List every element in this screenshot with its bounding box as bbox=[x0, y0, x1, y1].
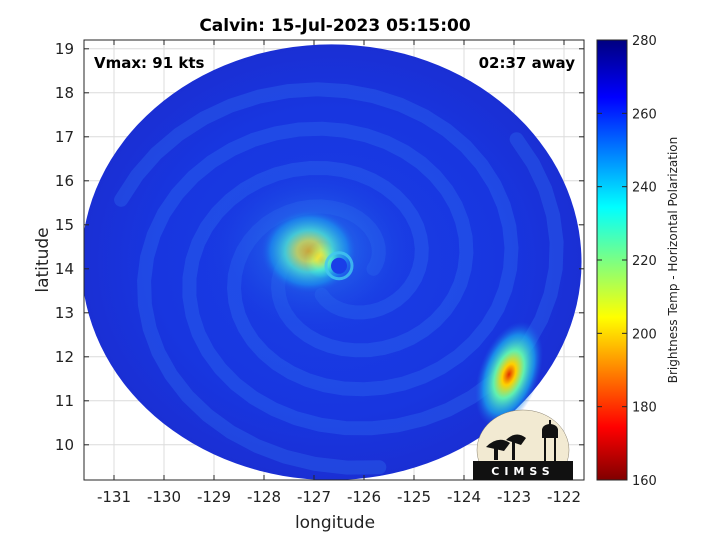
y-tick-label: 19 bbox=[55, 40, 74, 58]
colorbar-tick-label: 180 bbox=[632, 401, 657, 416]
x-tick-label: -127 bbox=[297, 488, 331, 506]
x-tick-label: -122 bbox=[547, 488, 581, 506]
cimss-logo: CIMSS bbox=[473, 409, 573, 480]
colorbar-tick-label: 200 bbox=[632, 327, 657, 342]
vmax-annotation: Vmax: 91 kts bbox=[94, 54, 204, 72]
y-tick-label: 10 bbox=[55, 436, 74, 454]
y-tick-label: 11 bbox=[55, 392, 74, 410]
rainband-region bbox=[475, 321, 543, 428]
x-tick-label: -128 bbox=[247, 488, 281, 506]
x-tick-label: -131 bbox=[97, 488, 131, 506]
x-tick-label: -123 bbox=[497, 488, 531, 506]
colorbar-tick-label: 260 bbox=[632, 107, 657, 122]
x-tick-label: -126 bbox=[347, 488, 381, 506]
logo-bar bbox=[473, 461, 573, 480]
colorbar-label: Brightness Temp - Horizontal Polarizatio… bbox=[666, 137, 680, 384]
x-tick-label: -129 bbox=[197, 488, 231, 506]
y-tick-label: 16 bbox=[55, 172, 74, 190]
storm-features bbox=[261, 209, 543, 428]
swath-layer bbox=[84, 44, 582, 480]
y-ticks: 10 11 12 13 14 15 16 17 18 19 bbox=[55, 40, 584, 454]
y-tick-label: 12 bbox=[55, 348, 74, 366]
x-axis-label: longitude bbox=[295, 513, 375, 533]
inner-core-region bbox=[261, 209, 357, 294]
chart-title: Calvin: 15-Jul-2023 05:15:00 bbox=[199, 16, 470, 36]
x-ticks: -131 -130 -129 -128 -127 -126 -125 -124 -123 -122 bbox=[97, 40, 581, 506]
y-tick-label: 18 bbox=[55, 84, 74, 102]
y-tick-label: 14 bbox=[55, 260, 74, 278]
y-tick-label: 15 bbox=[55, 216, 74, 234]
water-tower-icon bbox=[542, 420, 558, 462]
storm-eye bbox=[331, 257, 347, 274]
y-tick-label: 17 bbox=[55, 128, 74, 146]
x-tick-label: -130 bbox=[147, 488, 181, 506]
colorbar-tick-label: 280 bbox=[632, 34, 657, 49]
y-tick-label: 13 bbox=[55, 304, 74, 322]
logo-text: CIMSS bbox=[491, 465, 554, 478]
time-away-annotation: 02:37 away bbox=[479, 54, 576, 72]
x-tick-label: -124 bbox=[447, 488, 481, 506]
eye-ring bbox=[324, 251, 354, 281]
axes-frame bbox=[83, 39, 585, 481]
colorbar-ticks: 160 180 200 220 240 260 280 bbox=[597, 34, 657, 489]
y-axis-label: latitude bbox=[33, 227, 53, 292]
colorbar-tick-label: 220 bbox=[632, 254, 657, 269]
x-tick-label: -125 bbox=[397, 488, 431, 506]
colorbar-tick-label: 160 bbox=[632, 474, 657, 489]
colorbar-tick-label: 240 bbox=[632, 181, 657, 196]
satellite-dish-icon bbox=[486, 434, 526, 460]
